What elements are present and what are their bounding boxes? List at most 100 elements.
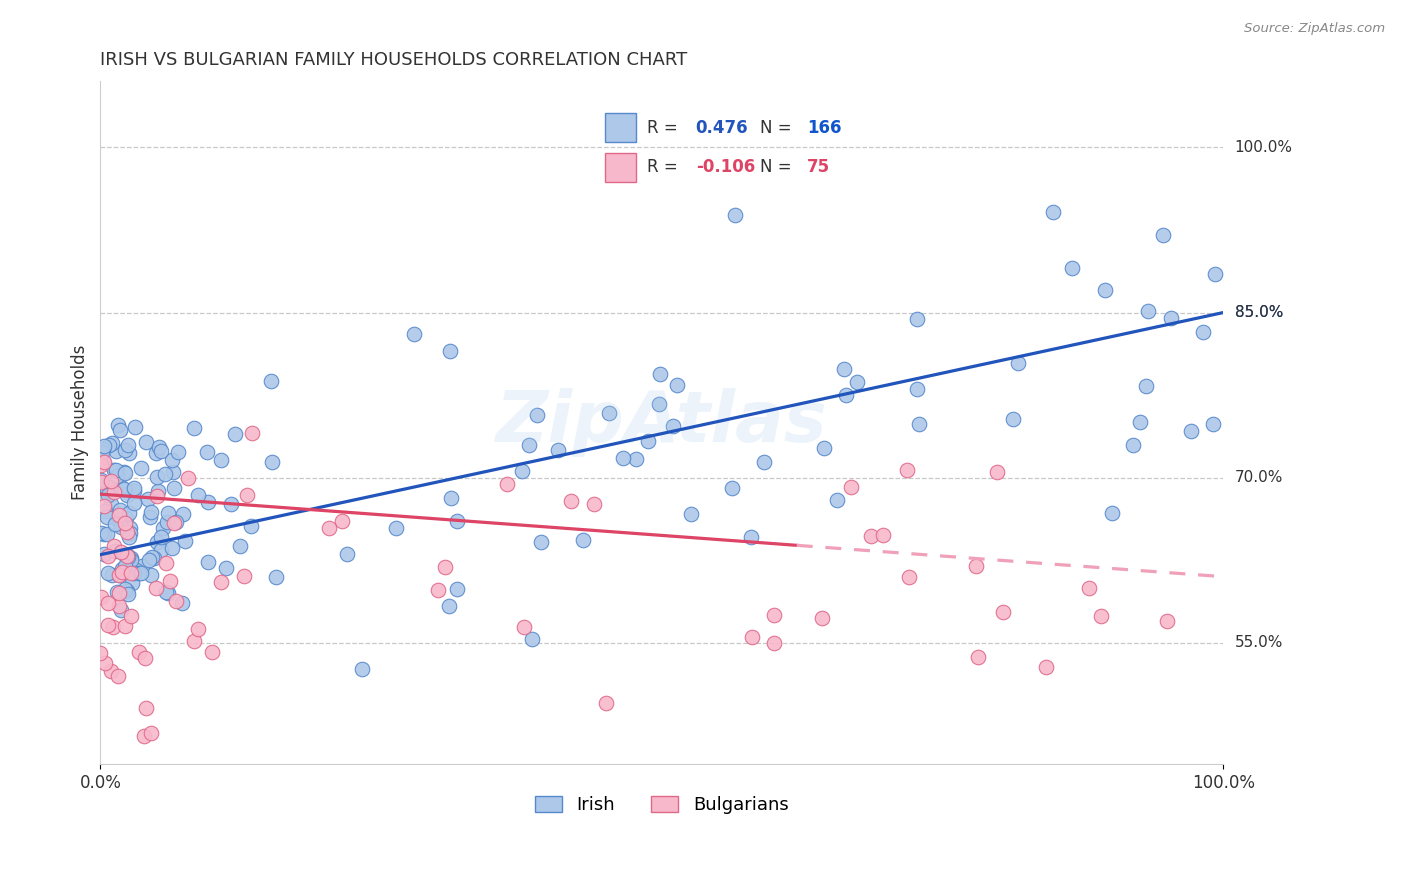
Point: [89, 450, 111, 465]
Point: [967, 649, 990, 664]
Point: [120, 553, 142, 567]
Point: [117, 550, 139, 565]
Point: [104, 443, 127, 458]
Point: [991, 606, 1014, 620]
Point: [526, 408, 548, 422]
Point: [117, 437, 139, 451]
Point: [160, 453, 183, 467]
Point: [120, 525, 142, 540]
Point: [763, 608, 786, 623]
Point: [115, 524, 138, 539]
Point: [648, 368, 671, 382]
Point: [110, 603, 132, 617]
Text: 100.0%: 100.0%: [1234, 140, 1292, 155]
Point: [107, 417, 129, 432]
Point: [1153, 228, 1175, 243]
Point: [860, 529, 883, 543]
Point: [146, 470, 169, 484]
Point: [107, 585, 129, 599]
Point: [117, 584, 139, 599]
Point: [93, 439, 115, 453]
Point: [145, 446, 167, 460]
Point: [1136, 304, 1159, 318]
Point: [146, 534, 169, 549]
Point: [155, 556, 177, 570]
Point: [118, 530, 141, 544]
Point: [986, 465, 1008, 479]
Text: IRISH VS BULGARIAN FAMILY HOUSEHOLDS CORRELATION CHART: IRISH VS BULGARIAN FAMILY HOUSEHOLDS COR…: [100, 51, 688, 69]
Point: [160, 541, 183, 556]
Point: [146, 483, 169, 498]
Point: [724, 208, 747, 222]
Point: [118, 520, 141, 534]
Point: [741, 630, 763, 644]
Point: [100, 474, 122, 488]
Point: [763, 636, 786, 650]
Point: [108, 599, 131, 614]
Point: [138, 553, 160, 567]
Point: [103, 485, 125, 500]
Point: [336, 547, 359, 561]
Point: [648, 397, 671, 411]
Point: [96, 483, 118, 498]
Point: [330, 514, 353, 528]
Point: [1077, 581, 1099, 595]
Point: [153, 467, 176, 482]
Point: [120, 566, 142, 580]
Point: [115, 510, 138, 524]
Point: [754, 455, 776, 469]
Point: [97, 596, 120, 610]
Point: [195, 445, 218, 459]
Point: [104, 516, 127, 531]
Point: [101, 568, 124, 582]
Text: 85.0%: 85.0%: [1234, 305, 1282, 320]
Point: [100, 497, 122, 511]
Point: [114, 558, 136, 573]
Point: [872, 528, 894, 542]
Point: [105, 512, 128, 526]
Point: [139, 509, 162, 524]
Point: [145, 581, 167, 595]
Point: [97, 617, 120, 632]
Point: [1060, 260, 1083, 275]
Point: [141, 725, 163, 739]
Point: [1035, 660, 1057, 674]
Point: [148, 440, 170, 454]
Point: [122, 566, 145, 580]
Point: [439, 599, 461, 613]
Point: [560, 494, 582, 508]
Point: [93, 547, 115, 561]
Point: [150, 542, 173, 557]
Legend: Irish, Bulgarians: Irish, Bulgarians: [526, 787, 797, 823]
Point: [131, 566, 153, 581]
Point: [637, 434, 659, 448]
Point: [517, 437, 540, 451]
Point: [121, 551, 143, 566]
Point: [134, 651, 156, 665]
Point: [94, 656, 117, 670]
Point: [152, 521, 174, 535]
Point: [114, 442, 136, 457]
Point: [131, 558, 153, 573]
Text: 55.0%: 55.0%: [1234, 635, 1282, 650]
Point: [385, 521, 408, 535]
Point: [91, 442, 114, 457]
Point: [124, 419, 146, 434]
Point: [239, 518, 262, 533]
Point: [832, 362, 855, 376]
Point: [183, 634, 205, 648]
Point: [440, 491, 463, 505]
Point: [93, 455, 115, 469]
Point: [110, 480, 132, 494]
Point: [110, 520, 132, 534]
Point: [115, 548, 138, 562]
Point: [90, 475, 112, 490]
Point: [209, 574, 232, 589]
Point: [172, 596, 194, 610]
Point: [595, 696, 617, 710]
Point: [846, 375, 869, 389]
Point: [146, 490, 169, 504]
Point: [107, 669, 129, 683]
Point: [350, 662, 373, 676]
Point: [571, 533, 593, 547]
